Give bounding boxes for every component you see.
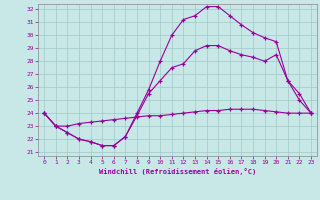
X-axis label: Windchill (Refroidissement éolien,°C): Windchill (Refroidissement éolien,°C) xyxy=(99,168,256,175)
